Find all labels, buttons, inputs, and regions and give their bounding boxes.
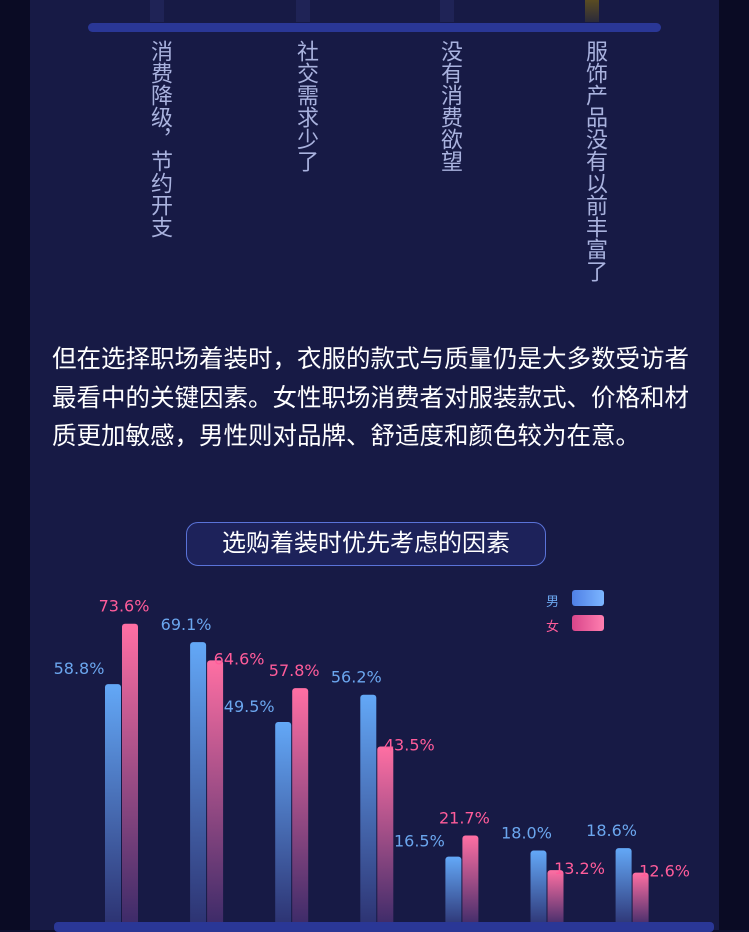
data-label-female: 64.6% [214,649,265,668]
bar-male [190,642,207,928]
bar-male [360,694,377,928]
category-label: 没有消费欲望 [437,40,462,172]
category-label: 消费降级，节约开支 [147,40,172,238]
previous-bar-stub [440,0,454,22]
data-label-male: 18.6% [586,821,637,840]
bar-male [445,856,462,928]
legend-label-female: 女 [546,620,560,635]
chart-baseline [54,922,714,932]
category-label: 社交需求少了 [293,40,318,172]
previous-bar-stub [150,0,164,22]
bar-female [377,746,394,928]
bar-female [122,623,138,928]
data-label-male: 16.5% [394,832,445,851]
data-label-female: 12.6% [639,862,690,881]
bar-female [207,660,224,928]
bar-male [530,850,547,928]
data-label-male: 18.0% [501,824,552,843]
legend-swatch-female [572,615,604,631]
data-label-male: 58.8% [54,659,105,678]
bar-male [275,722,292,928]
data-label-female: 21.7% [439,808,490,827]
data-label-male: 56.2% [331,668,382,687]
legend-swatch-male [572,590,604,606]
data-label-female: 13.2% [554,859,605,878]
data-label-female: 73.6% [99,597,150,616]
data-label-female: 43.5% [384,736,435,755]
legend-label-male: 男 [546,595,560,610]
chart-title: 选购着装时优先考虑的因素 [186,522,546,566]
previous-bar-stub [585,0,599,22]
data-label-female: 57.8% [269,661,320,680]
data-label-male: 49.5% [224,697,275,716]
right-frame [718,0,749,930]
previous-bar-stub [296,0,310,22]
bar-female [462,835,479,928]
bar-female [632,872,649,928]
category-label: 服饰产品没有以前丰富了 [582,40,607,282]
bar-male [105,684,121,928]
bar-male [615,848,632,928]
top-axis-bar [88,23,661,32]
bar-female [292,688,309,928]
summary-paragraph: 但在选择职场着装时，衣服的款式与质量仍是大多数受访者最看中的关键因素。女性职场消… [52,344,689,450]
bar-female [547,870,564,928]
data-label-male: 69.1% [161,615,212,634]
